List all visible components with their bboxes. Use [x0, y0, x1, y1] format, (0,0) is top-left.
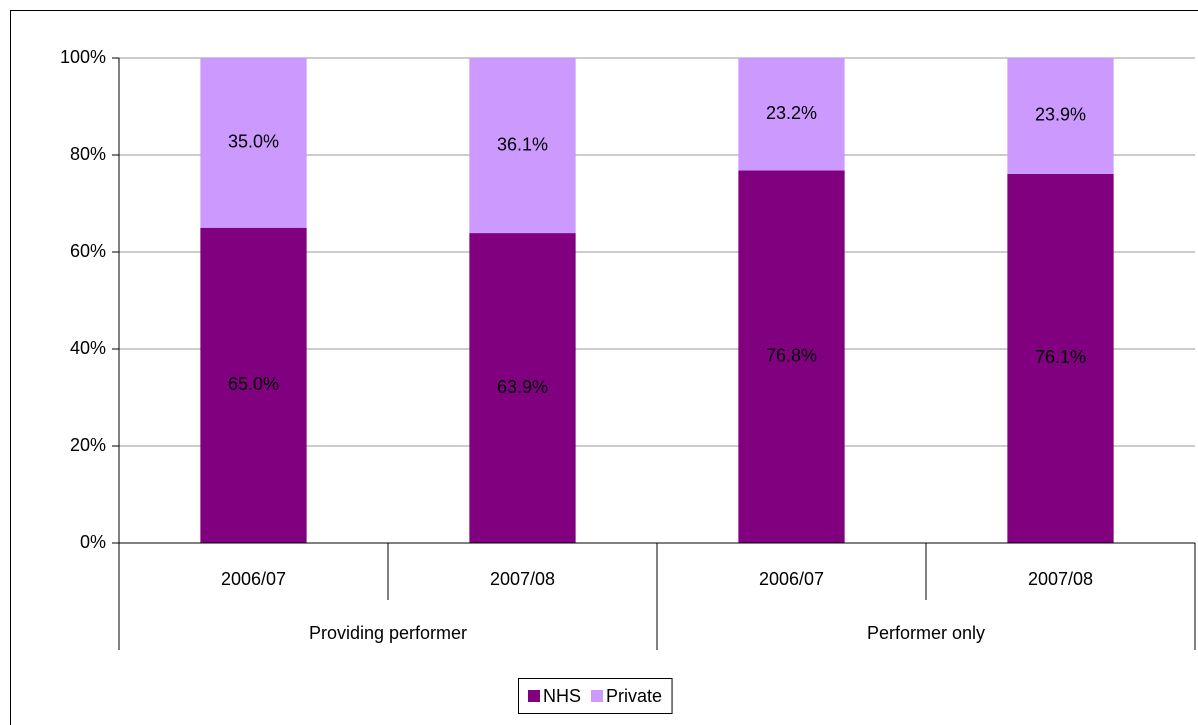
- y-tick-label: 60%: [70, 241, 106, 261]
- x-tick-label: 2007/08: [1028, 569, 1093, 589]
- data-label: 76.8%: [766, 346, 817, 366]
- data-label: 65.0%: [228, 374, 279, 394]
- data-label: 36.1%: [497, 134, 548, 154]
- bar-segment: [200, 227, 307, 543]
- y-tick-label: 40%: [70, 338, 106, 358]
- group-label: Performer only: [867, 623, 985, 643]
- bar-segment: [469, 233, 576, 543]
- y-tick-label: 0%: [80, 532, 106, 552]
- x-tick-label: 2007/08: [490, 569, 555, 589]
- bar-segment: [738, 170, 845, 543]
- data-label: 35.0%: [228, 132, 279, 152]
- x-tick-label: 2006/07: [759, 569, 824, 589]
- bar-segment: [200, 58, 307, 228]
- data-label: 23.2%: [766, 103, 817, 123]
- legend-label: Private: [606, 686, 662, 706]
- legend-swatch: [591, 690, 604, 702]
- y-tick-label: 100%: [60, 47, 106, 67]
- y-tick-label: 20%: [70, 435, 106, 455]
- y-tick-label: 80%: [70, 144, 106, 164]
- data-label: 76.1%: [1035, 347, 1086, 367]
- legend-label: NHS: [543, 686, 581, 706]
- x-tick-label: 2006/07: [221, 569, 286, 589]
- bar-segment: [469, 58, 576, 234]
- legend-swatch: [528, 690, 540, 702]
- data-label: 23.9%: [1035, 105, 1086, 125]
- bar-segment: [1007, 58, 1114, 174]
- group-label: Providing performer: [309, 623, 467, 643]
- bar-segment: [738, 58, 845, 171]
- data-label: 63.9%: [497, 377, 548, 397]
- bar-segment: [1007, 173, 1114, 544]
